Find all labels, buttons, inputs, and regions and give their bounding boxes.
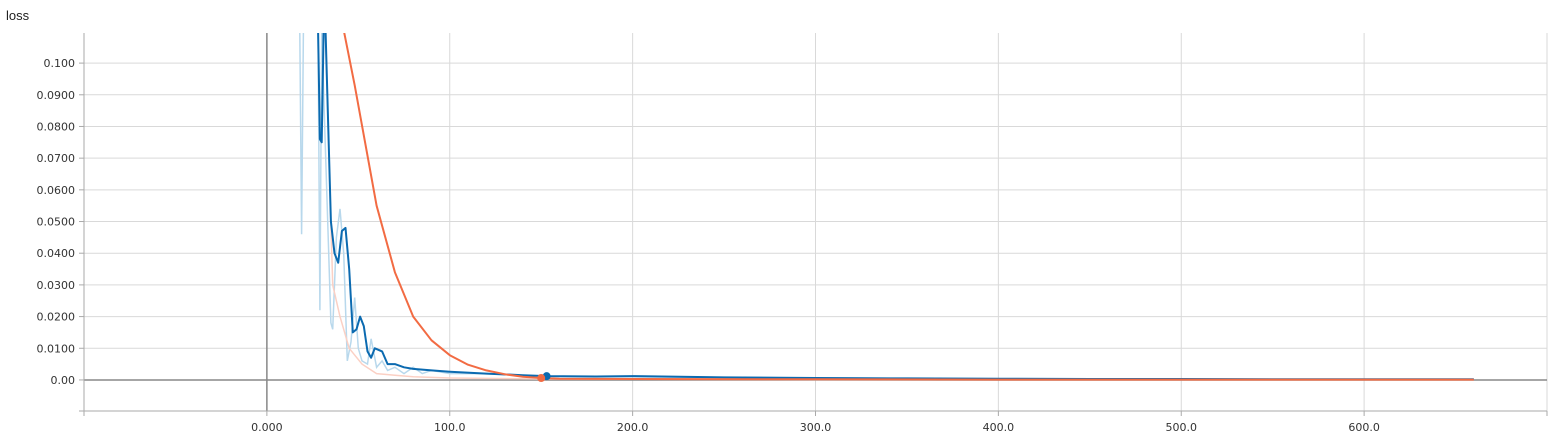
series-0-line	[317, 33, 1474, 381]
y-tick-label: 0.0600	[37, 184, 76, 197]
tick-labels: 0.000 100.0 200.0 300.0 400.0 500.0 600.0 0.00 0…	[37, 57, 1380, 434]
y-tick-label: 0.0500	[37, 216, 76, 229]
chart-title: loss	[6, 8, 30, 23]
x-tick-label: 100.0	[434, 421, 466, 434]
y-tick-label: 0.100	[44, 57, 76, 70]
x-tick-label: 0.000	[251, 421, 283, 434]
x-tick-label: 300.0	[800, 421, 832, 434]
y-tick-label: 0.0900	[37, 89, 76, 102]
y-tick-label: 0.0300	[37, 279, 76, 292]
y-tick-label: 0.0400	[37, 247, 76, 260]
y-tick-label: 0.0800	[37, 120, 76, 133]
series-1-raw-line	[324, 33, 1474, 381]
y-tick-label: 0.00	[51, 374, 76, 387]
x-tick-label: 400.0	[983, 421, 1015, 434]
y-tick-label: 0.0700	[37, 152, 76, 165]
x-tick-label: 200.0	[617, 421, 649, 434]
series-1-marker	[537, 374, 546, 383]
x-tick-label: 500.0	[1166, 421, 1198, 434]
series-0-raw-line	[299, 33, 1474, 381]
y-tick-label: 0.0100	[37, 342, 76, 355]
y-tick-label: 0.0200	[37, 311, 76, 324]
x-tick-label: 600.0	[1348, 421, 1380, 434]
series-layer	[299, 33, 1474, 383]
axes	[79, 33, 1548, 416]
series-1-line	[343, 33, 1474, 381]
